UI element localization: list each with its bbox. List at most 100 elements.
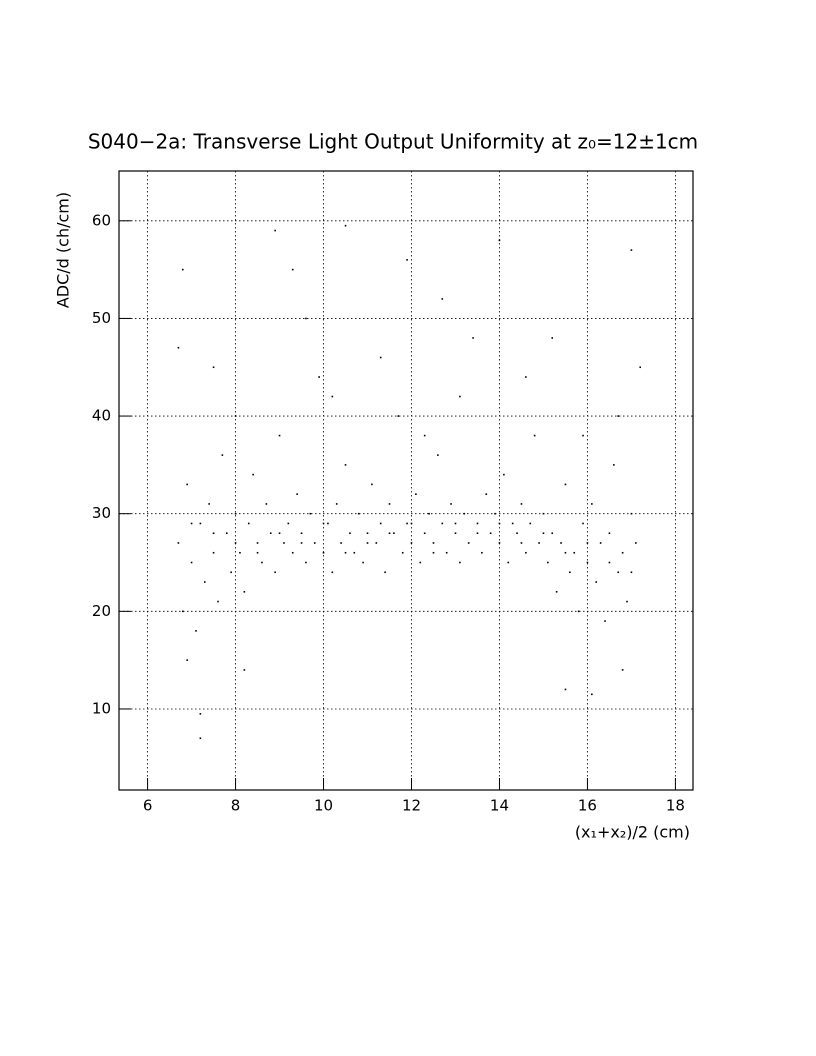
point: [608, 532, 611, 535]
point: [542, 532, 545, 535]
point: [410, 522, 413, 525]
point: [454, 522, 457, 525]
point: [217, 600, 219, 603]
x-tick-label: 6: [143, 797, 153, 815]
point: [591, 693, 593, 696]
x-tick-label: 14: [490, 797, 509, 815]
point: [569, 571, 571, 574]
point: [234, 512, 237, 515]
y-tick-label: 40: [92, 407, 111, 425]
point: [630, 249, 633, 251]
point: [247, 522, 250, 525]
point: [586, 542, 589, 544]
point: [472, 337, 474, 339]
point: [300, 532, 303, 535]
point: [459, 561, 461, 564]
point: [230, 571, 232, 574]
point: [529, 522, 532, 525]
point: [199, 737, 202, 740]
point: [525, 376, 527, 378]
point: [582, 522, 584, 525]
point: [419, 561, 422, 564]
point: [353, 551, 356, 554]
point: [331, 395, 334, 398]
point: [199, 522, 202, 525]
point: [225, 532, 228, 535]
point: [476, 532, 479, 535]
point: [300, 542, 303, 544]
point: [278, 532, 281, 535]
point: [498, 522, 501, 525]
x-axis-label: (x₁+x₂)/2 (cm): [575, 823, 690, 842]
point: [393, 532, 395, 535]
point: [212, 532, 215, 535]
x-tick-label: 8: [231, 797, 241, 815]
point: [485, 493, 488, 495]
point: [463, 512, 466, 515]
point: [287, 522, 290, 525]
point: [261, 561, 263, 564]
point: [441, 522, 444, 525]
point: [445, 551, 448, 554]
point: [269, 532, 272, 535]
point: [243, 669, 246, 671]
point: [555, 591, 558, 593]
point: [476, 522, 479, 525]
point: [322, 551, 325, 554]
point: [467, 542, 470, 544]
point: [432, 551, 435, 554]
point: [190, 561, 193, 564]
point: [177, 542, 180, 544]
point: [410, 542, 413, 544]
point: [494, 512, 496, 515]
point: [234, 415, 237, 417]
point: [379, 356, 382, 359]
point: [322, 522, 325, 525]
point: [349, 532, 351, 535]
point: [327, 522, 329, 525]
point: [181, 610, 184, 613]
point: [406, 522, 408, 525]
point: [503, 473, 505, 476]
point: [375, 542, 378, 544]
point: [520, 542, 523, 544]
point: [582, 434, 584, 437]
point: [547, 561, 549, 564]
point: [635, 542, 637, 544]
point: [265, 503, 268, 505]
point: [239, 551, 241, 554]
point: [489, 532, 492, 535]
point: [617, 571, 620, 574]
point: [481, 551, 483, 554]
point: [357, 512, 360, 515]
point: [454, 532, 457, 535]
point: [221, 454, 224, 456]
point: [278, 434, 281, 437]
point: [274, 229, 276, 232]
point: [459, 395, 461, 398]
point: [208, 503, 210, 505]
point: [291, 551, 294, 554]
point: [525, 551, 527, 554]
point: [604, 620, 606, 622]
point: [450, 503, 452, 505]
point: [498, 239, 501, 242]
point: [397, 415, 400, 417]
y-tick-label: 20: [92, 602, 111, 620]
point: [586, 561, 589, 564]
point: [195, 630, 197, 632]
point: [331, 571, 334, 574]
point: [498, 542, 501, 544]
point: [305, 561, 307, 564]
point: [190, 522, 193, 525]
point: [564, 551, 567, 554]
y-tick-label: 60: [92, 211, 111, 229]
point: [243, 591, 246, 593]
point: [186, 659, 188, 661]
x-tick-label: 16: [578, 797, 597, 815]
point: [599, 542, 602, 544]
point: [564, 688, 567, 691]
point: [291, 268, 294, 271]
point: [388, 503, 391, 505]
